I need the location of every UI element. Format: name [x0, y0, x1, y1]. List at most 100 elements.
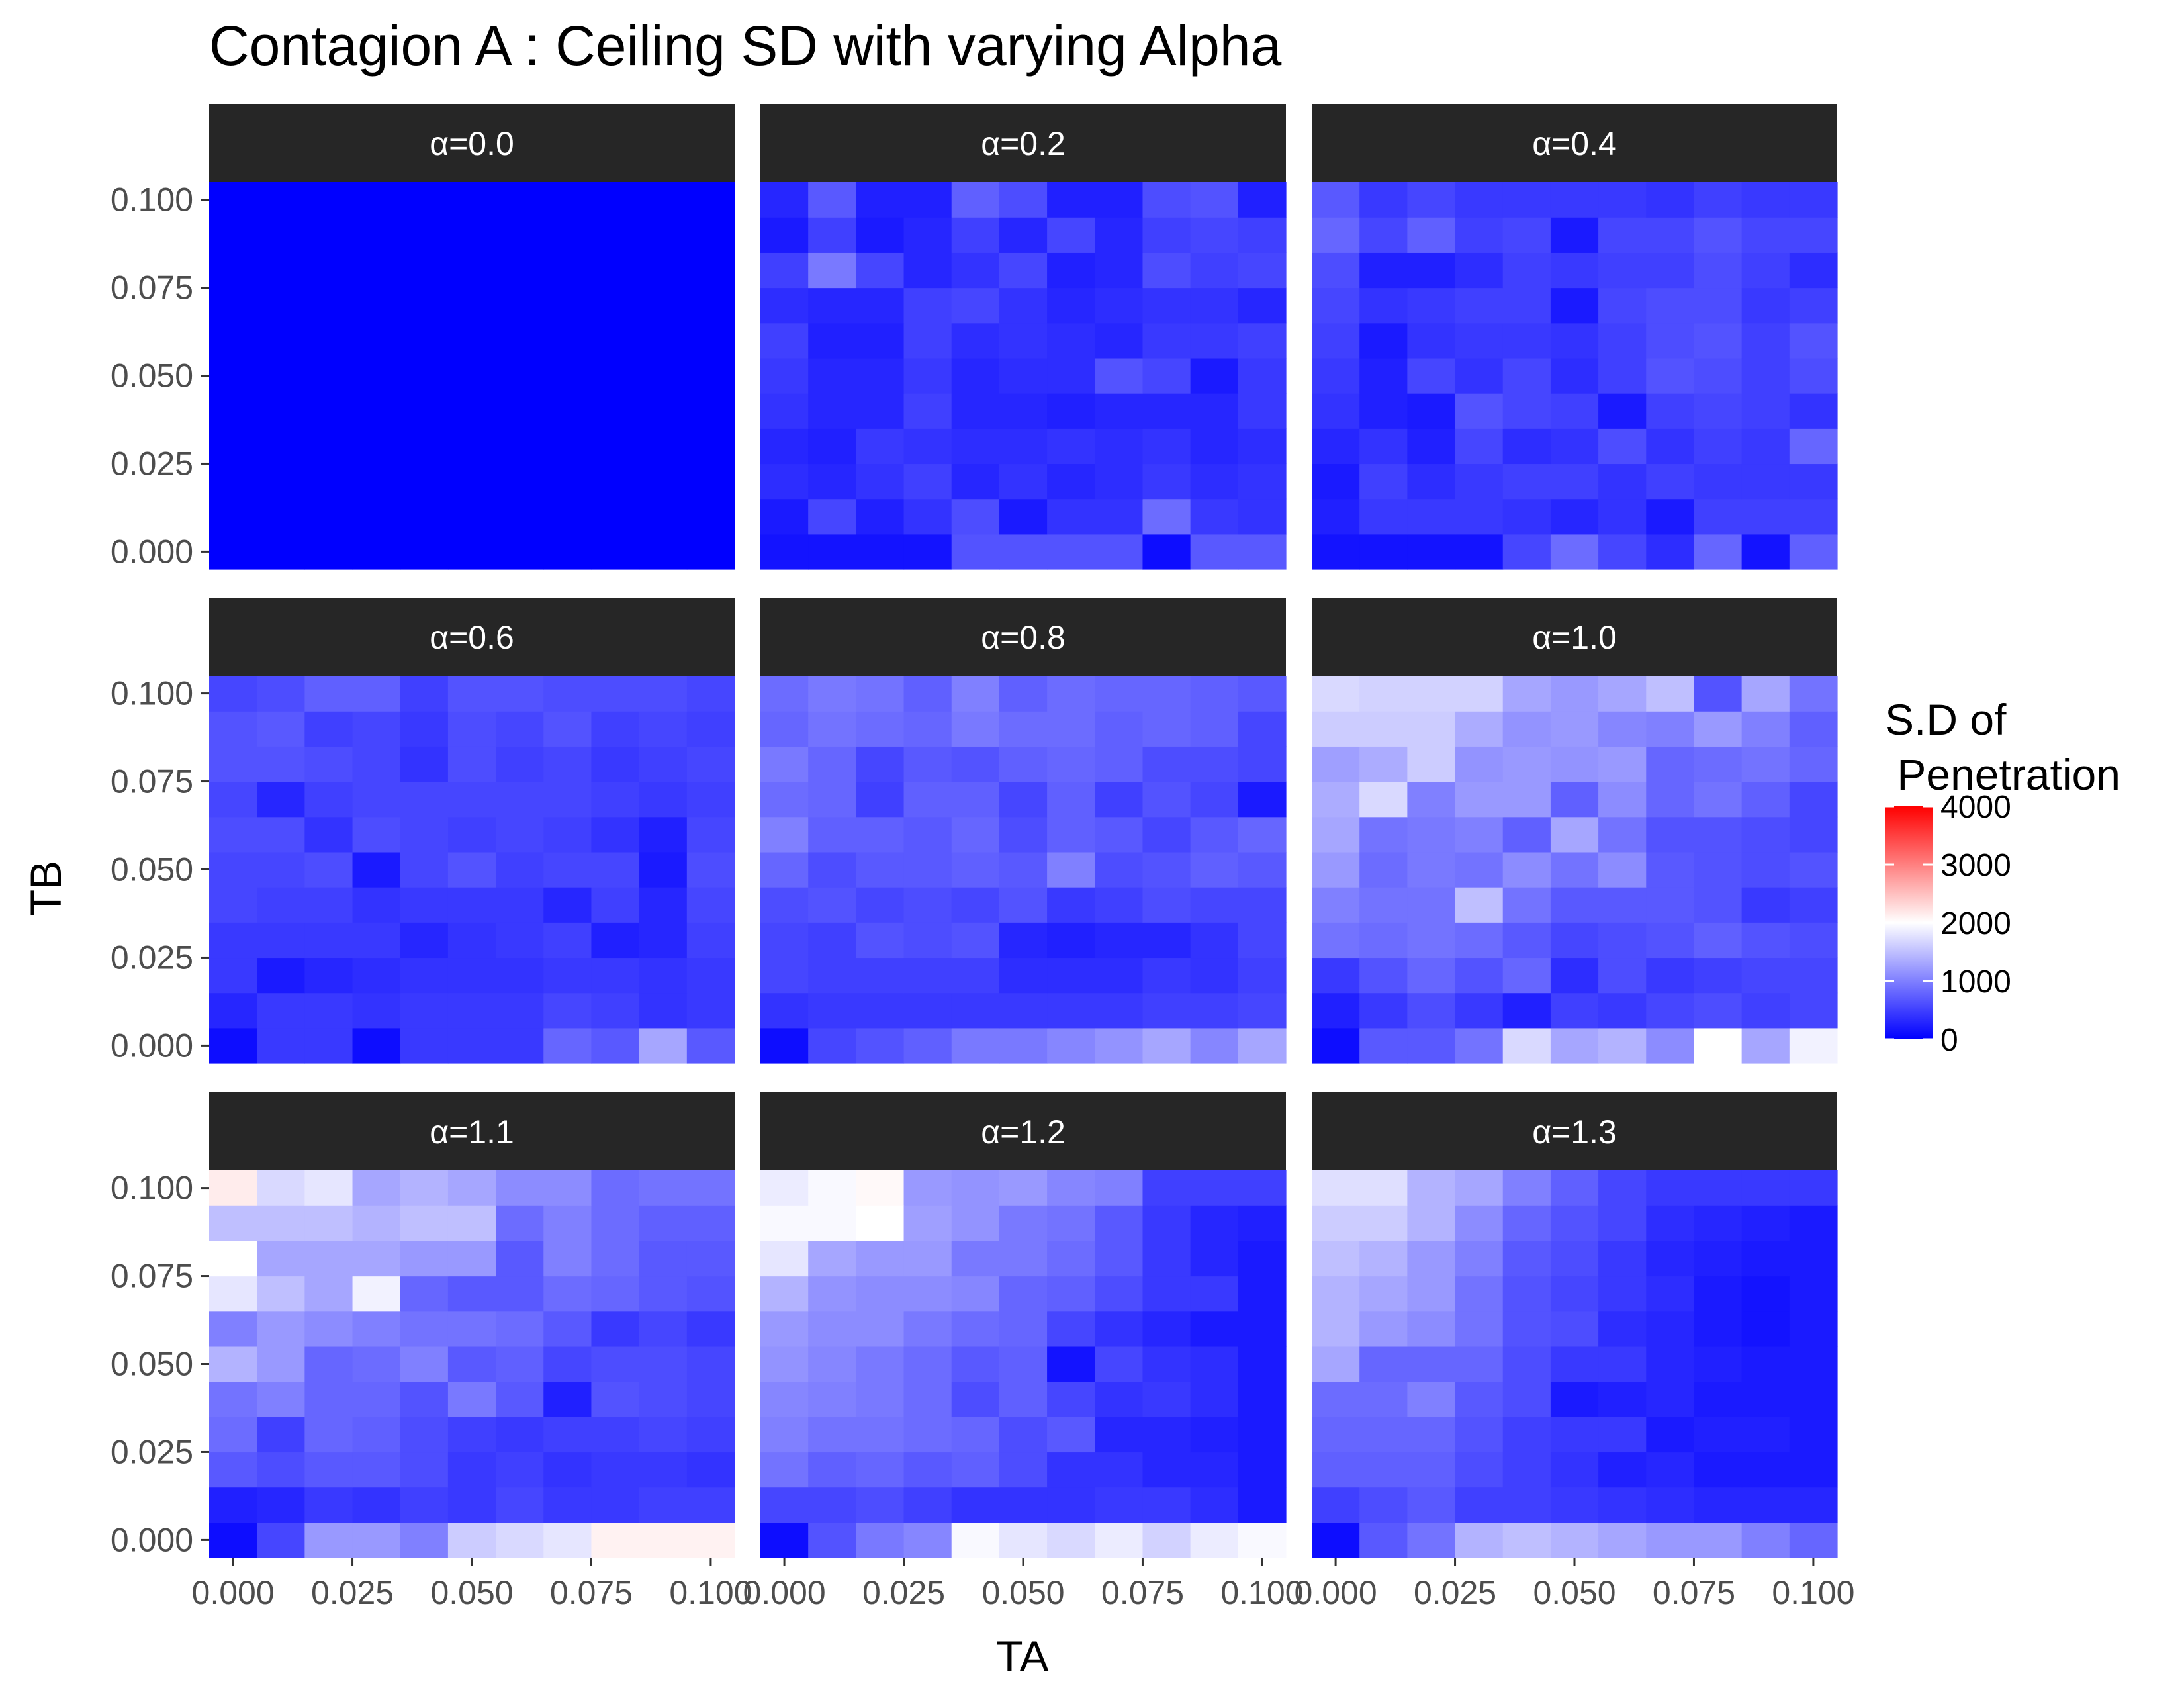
heatmap-tile: [1190, 1417, 1239, 1453]
heatmap-tile: [1095, 781, 1144, 818]
heatmap-tile: [1407, 851, 1456, 888]
heatmap-tile: [1741, 1205, 1790, 1241]
heatmap-tile: [209, 393, 257, 429]
heatmap-tile: [1142, 957, 1191, 994]
heatmap-tile: [1095, 711, 1144, 747]
legend-tick-label: 3000: [1940, 848, 2011, 883]
heatmap-tile: [543, 1027, 592, 1064]
heatmap-tile: [999, 217, 1048, 253]
heatmap-tile: [591, 1382, 640, 1417]
heatmap-tile: [760, 1417, 809, 1453]
heatmap-tile: [1502, 322, 1551, 359]
heatmap-tile: [1741, 816, 1790, 853]
heatmap-tile: [496, 1205, 544, 1241]
heatmap-tile: [1502, 992, 1551, 1029]
y-axis-tick-label: 0.100: [111, 675, 193, 712]
heatmap-tile: [1047, 1346, 1095, 1382]
heatmap-tile: [1550, 1170, 1599, 1206]
heatmap-tile: [760, 1170, 809, 1206]
heatmap-tile: [903, 322, 952, 359]
heatmap-tile: [1407, 1241, 1456, 1277]
heatmap-tile: [1741, 746, 1790, 782]
heatmap-tile: [808, 252, 856, 289]
heatmap-tile: [1455, 1276, 1504, 1312]
heatmap-tile: [1455, 182, 1504, 218]
heatmap-tile: [1312, 1027, 1360, 1064]
heatmap-tile: [591, 1241, 640, 1277]
heatmap-tile: [1598, 1417, 1647, 1453]
heatmap-tile: [999, 322, 1048, 359]
heatmap-tile: [1694, 676, 1743, 712]
y-axis-tick-label: 0.100: [111, 181, 193, 218]
heatmap-tile: [856, 1276, 905, 1312]
heatmap-tile: [1598, 357, 1647, 394]
heatmap-tile: [1142, 1311, 1191, 1347]
heatmap-tile: [543, 1522, 592, 1558]
heatmap-tile: [1359, 498, 1408, 535]
heatmap-tile: [639, 957, 688, 994]
y-axis-tick-label: 0.100: [111, 1170, 193, 1207]
heatmap-tile: [1312, 1205, 1360, 1241]
heatmap-tile: [543, 957, 592, 994]
heatmap-tile: [1190, 322, 1239, 359]
legend-tick-label: 1000: [1940, 964, 2011, 1000]
heatmap-tile: [400, 1276, 449, 1312]
heatmap-tile: [1238, 1487, 1287, 1523]
heatmap-tile: [352, 957, 401, 994]
heatmap-tile: [1312, 182, 1360, 218]
heatmap-tile: [1047, 393, 1095, 429]
heatmap-tile: [1312, 1452, 1360, 1488]
heatmap-tile: [1646, 746, 1695, 782]
heatmap-tile: [1312, 992, 1360, 1029]
heatmap-tile: [304, 1241, 353, 1277]
heatmap-tile: [686, 182, 735, 218]
heatmap-tile: [591, 887, 640, 923]
heatmap-tile: [951, 781, 1000, 818]
heatmap-tile: [257, 1522, 305, 1558]
heatmap-tile: [1312, 1522, 1360, 1558]
y-axis-tick-label: 0.050: [111, 1346, 193, 1383]
heatmap-tile: [1095, 1346, 1144, 1382]
heatmap-tile: [400, 1170, 449, 1206]
heatmap-tile: [1190, 816, 1239, 853]
heatmap-tile: [1238, 1241, 1287, 1277]
heatmap-tile: [209, 887, 257, 923]
heatmap-tile: [1694, 1311, 1743, 1347]
heatmap-tile: [304, 428, 353, 465]
heatmap-tile: [400, 1205, 449, 1241]
heatmap-tile: [496, 1027, 544, 1064]
heatmap-tile: [808, 287, 856, 324]
heatmap-tile: [951, 182, 1000, 218]
heatmap-tile: [856, 676, 905, 712]
heatmap-tile: [1694, 1027, 1743, 1064]
heatmap-tile: [808, 711, 856, 747]
heatmap-tile: [1789, 1170, 1838, 1206]
legend-tick-label: 4000: [1940, 790, 2011, 825]
heatmap-tile: [496, 1382, 544, 1417]
heatmap-tile: [951, 851, 1000, 888]
heatmap-tile: [1550, 498, 1599, 535]
heatmap-tile: [1694, 781, 1743, 818]
heatmap-tile: [1359, 851, 1408, 888]
heatmap-tile: [352, 1417, 401, 1453]
heatmap-tile: [447, 357, 496, 394]
facet-strip-label: α=0.4: [1532, 125, 1617, 162]
heatmap-tile: [496, 992, 544, 1029]
heatmap-tile: [903, 1241, 952, 1277]
heatmap-tile: [352, 357, 401, 394]
heatmap-tile: [447, 922, 496, 959]
facet-panels: α=0.0 α=0.2 α=0.4 α=0.6 α=0.8 α=1.0 α=1.1 α=1.2…: [209, 104, 1838, 1558]
heatmap-tile: [447, 816, 496, 853]
heatmap-tiles: [209, 182, 735, 570]
heatmap-tile: [1694, 463, 1743, 500]
heatmap-tile: [304, 182, 353, 218]
heatmap-tile: [1741, 1487, 1790, 1523]
heatmap-tile: [1741, 357, 1790, 394]
heatmap-tile: [1646, 1417, 1695, 1453]
heatmap-tile: [1646, 1452, 1695, 1488]
heatmap-tile: [1550, 992, 1599, 1029]
heatmap-tile: [591, 1027, 640, 1064]
heatmap-tile: [951, 1311, 1000, 1347]
facet-panel-7: α=1.1: [209, 1092, 735, 1558]
heatmap-tile: [447, 1170, 496, 1206]
